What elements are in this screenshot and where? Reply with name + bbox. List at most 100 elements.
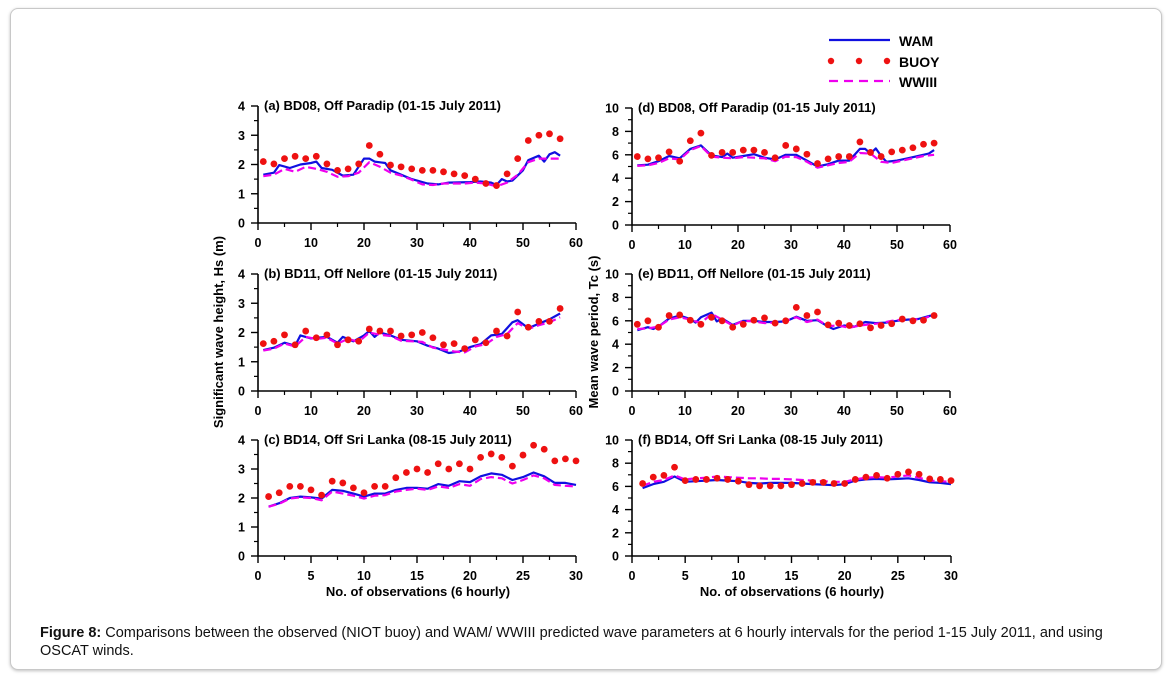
buoy-point: [424, 469, 431, 476]
x-tick-label: 10: [678, 238, 692, 252]
x-tick-label: 20: [357, 236, 371, 250]
buoy-point: [376, 150, 384, 158]
y-tick-label: 2: [612, 361, 619, 375]
y-tick-label: 1: [238, 187, 245, 201]
buoy-point: [556, 305, 564, 312]
x-tick-label: 15: [785, 569, 799, 583]
buoy-point: [259, 158, 267, 165]
panel-title: (a) BD08, Off Paradip (01-15 July 2011): [264, 98, 501, 113]
buoy-point: [665, 312, 673, 319]
panel-title: (e) BD11, Off Nellore (01-15 July 2011): [638, 266, 871, 281]
buoy-point: [771, 154, 779, 162]
buoy-point: [718, 317, 726, 325]
buoy-point: [503, 170, 511, 178]
buoy-point: [926, 475, 934, 483]
y-tick-label: 10: [605, 102, 619, 116]
x-tick-label: 20: [838, 569, 852, 583]
buoy-point: [644, 155, 652, 163]
buoy-point: [403, 469, 410, 476]
x-tick-label: 20: [731, 404, 745, 418]
x-tick-label: 10: [304, 236, 318, 250]
panel-title: (b) BD11, Off Nellore (01-15 July 2011): [264, 266, 497, 281]
y-tick-label: 8: [612, 291, 619, 305]
series-wwiii: [263, 316, 561, 354]
x-tick-label: 25: [516, 569, 530, 583]
x-tick-label: 20: [357, 404, 371, 418]
y-tick-label: 6: [612, 314, 619, 328]
x-tick-label: 30: [569, 569, 583, 583]
x-tick-label: 30: [410, 404, 424, 418]
buoy-point: [514, 308, 522, 316]
caption-text: Comparisons between the observed (NIOT b…: [40, 625, 1103, 659]
buoy-point: [376, 327, 384, 335]
buoy-point: [814, 308, 821, 316]
buoy-point: [572, 457, 580, 465]
buoy-point: [546, 130, 553, 138]
buoy-point: [461, 345, 469, 352]
buoy-point: [546, 317, 553, 325]
y-tick-label: 10: [605, 434, 619, 448]
buoy-point: [275, 489, 283, 497]
buoy-point: [418, 329, 426, 336]
buoy-point: [265, 493, 272, 500]
buoy-point: [655, 154, 662, 162]
y-tick-label: 6: [612, 148, 619, 162]
y-tick-label: 3: [238, 463, 245, 477]
buoy-point: [270, 337, 278, 345]
figure-caption: Figure 8: Comparisons between the observ…: [40, 624, 1140, 660]
legend-buoy-swatch-1: [827, 57, 835, 65]
buoy-point: [686, 137, 694, 145]
buoy-point: [697, 129, 705, 137]
buoy-point: [259, 340, 267, 348]
buoy-point: [487, 450, 495, 458]
buoy-point: [824, 155, 832, 163]
buoy-point: [639, 480, 647, 487]
legend-buoy-swatch-3: [883, 57, 891, 65]
y-tick-label: 4: [612, 503, 619, 517]
buoy-point: [814, 160, 821, 167]
x-tick-label: 10: [304, 404, 318, 418]
x-tick-label: 50: [516, 236, 530, 250]
y-tick-label: 0: [238, 385, 245, 399]
x-tick-label: 20: [731, 238, 745, 252]
wwiii-line: [263, 316, 561, 354]
panel-title: (c) BD14, Off Sri Lanka (08-15 July 2011…: [264, 432, 512, 447]
buoy-point: [824, 321, 832, 329]
buoy-point: [503, 332, 511, 340]
series-buoy: [259, 305, 564, 352]
buoy-point: [291, 341, 299, 349]
x-tick-label: 5: [308, 569, 315, 583]
y-tick-label: 2: [238, 158, 245, 172]
buoy-point: [756, 482, 763, 490]
buoy-point: [524, 323, 532, 331]
panel-f: 0 2 4 6 8 10 0 5 10 15 20 25 30 (f) BD14, Off Sri Lan…: [605, 432, 958, 583]
buoy-point: [429, 334, 437, 342]
y-tick-label: 1: [238, 355, 245, 369]
buoy-point: [535, 131, 543, 139]
buoy-point: [498, 454, 506, 461]
buoy-point: [905, 468, 912, 476]
buoy-point: [739, 146, 747, 154]
x-tick-label: 50: [890, 404, 904, 418]
buoy-point: [708, 151, 715, 159]
buoy-point: [535, 317, 543, 325]
x-tick-label: 10: [731, 569, 745, 583]
buoy-point: [371, 483, 378, 490]
y-tick-label: 4: [612, 338, 619, 352]
series-wwiii: [268, 474, 577, 508]
buoy-point: [350, 484, 357, 492]
x-tick-label: 60: [569, 404, 583, 418]
buoy-point: [936, 476, 944, 483]
legend-wwiii-label: WWIII: [899, 74, 937, 90]
y-tick-label: 4: [238, 434, 245, 448]
x-tick-label: 30: [784, 238, 798, 252]
buoy-point: [323, 331, 331, 339]
buoy-point: [788, 481, 795, 489]
buoy-point: [867, 324, 874, 332]
legend: WAM BUOY WWIII: [827, 33, 940, 90]
series-buoy: [639, 463, 955, 490]
buoy-point: [297, 483, 304, 490]
buoy-point: [930, 139, 938, 147]
buoy-point: [466, 465, 474, 473]
